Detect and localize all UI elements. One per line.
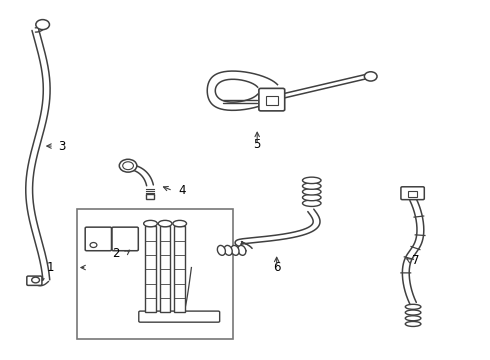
Circle shape xyxy=(365,72,377,81)
Text: 3: 3 xyxy=(59,140,66,153)
Circle shape xyxy=(32,277,40,283)
Ellipse shape xyxy=(302,177,321,184)
Ellipse shape xyxy=(302,189,321,195)
Text: 7: 7 xyxy=(412,254,419,267)
Ellipse shape xyxy=(302,200,321,206)
Ellipse shape xyxy=(405,316,421,321)
Text: 6: 6 xyxy=(273,261,280,274)
Text: 2: 2 xyxy=(112,247,120,260)
Ellipse shape xyxy=(224,246,232,255)
FancyBboxPatch shape xyxy=(112,227,138,251)
Bar xyxy=(160,226,171,312)
Circle shape xyxy=(36,19,49,30)
Circle shape xyxy=(122,162,133,170)
Circle shape xyxy=(119,159,137,172)
Circle shape xyxy=(90,243,97,248)
Ellipse shape xyxy=(405,310,421,315)
Text: 5: 5 xyxy=(253,138,261,151)
FancyBboxPatch shape xyxy=(259,88,285,111)
FancyBboxPatch shape xyxy=(85,227,112,251)
Ellipse shape xyxy=(238,246,246,255)
FancyBboxPatch shape xyxy=(139,311,220,322)
Ellipse shape xyxy=(231,246,239,255)
Text: 1: 1 xyxy=(47,261,54,274)
Text: 4: 4 xyxy=(178,184,185,197)
Bar xyxy=(174,226,185,312)
Bar xyxy=(146,194,154,199)
Ellipse shape xyxy=(158,220,172,227)
Ellipse shape xyxy=(302,183,321,189)
FancyBboxPatch shape xyxy=(27,276,42,285)
Ellipse shape xyxy=(218,246,225,255)
Ellipse shape xyxy=(405,321,421,327)
Ellipse shape xyxy=(302,194,321,201)
Bar xyxy=(145,226,156,312)
Ellipse shape xyxy=(144,220,157,227)
Ellipse shape xyxy=(405,304,421,309)
Bar xyxy=(408,192,417,197)
Ellipse shape xyxy=(173,220,187,227)
FancyBboxPatch shape xyxy=(401,187,424,200)
Bar xyxy=(77,208,233,339)
Bar xyxy=(266,96,278,105)
